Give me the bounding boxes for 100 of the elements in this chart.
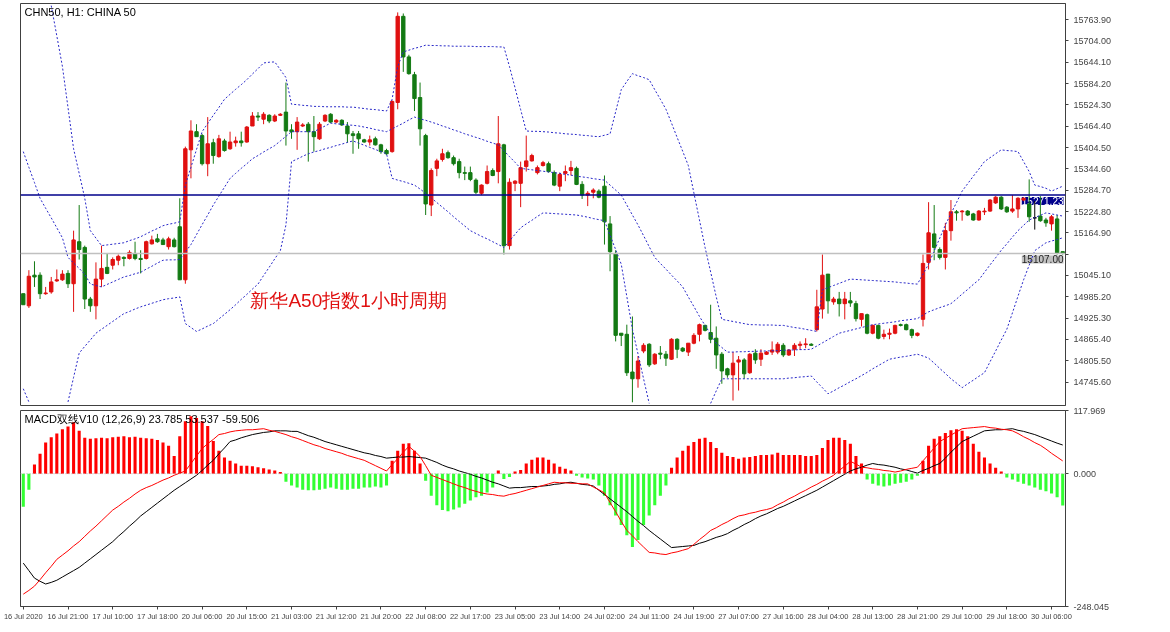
bar bbox=[502, 473, 506, 480]
bar bbox=[452, 473, 456, 510]
bar bbox=[463, 473, 467, 504]
bar bbox=[669, 467, 674, 474]
y-tick-label: 0.000 bbox=[1073, 468, 1097, 479]
candlestick bbox=[663, 350, 669, 367]
bar bbox=[770, 454, 774, 474]
bar bbox=[368, 473, 372, 488]
bar bbox=[876, 473, 880, 486]
bar bbox=[1049, 473, 1054, 494]
bar bbox=[340, 473, 344, 490]
bar bbox=[591, 473, 595, 480]
bar bbox=[826, 439, 830, 474]
bar bbox=[379, 473, 383, 488]
bar bbox=[27, 473, 31, 490]
bar bbox=[1016, 473, 1020, 482]
bar bbox=[55, 433, 59, 474]
bar bbox=[703, 437, 707, 474]
bar bbox=[507, 473, 512, 477]
y-tick-label: 15164.90 bbox=[1073, 227, 1112, 238]
y-tick-label: 15584.20 bbox=[1073, 78, 1112, 89]
candlestick bbox=[669, 337, 674, 361]
bar bbox=[709, 442, 713, 474]
bar bbox=[647, 473, 651, 516]
bar bbox=[664, 473, 668, 486]
bar bbox=[994, 467, 998, 474]
bar bbox=[127, 437, 132, 474]
bar bbox=[116, 436, 120, 474]
bar bbox=[262, 468, 266, 474]
y-tick-label: 15045.10 bbox=[1073, 270, 1112, 281]
bar bbox=[798, 454, 802, 474]
bar bbox=[94, 438, 98, 474]
bar bbox=[636, 473, 640, 541]
candlestick bbox=[736, 355, 741, 392]
candlestick bbox=[959, 209, 965, 222]
bar bbox=[642, 473, 646, 526]
bar bbox=[630, 473, 634, 548]
bar bbox=[21, 473, 25, 507]
bar bbox=[597, 473, 601, 486]
bar bbox=[133, 436, 137, 474]
candlestick bbox=[121, 255, 127, 267]
annotation: 新华A50指数1小时周期 bbox=[250, 290, 447, 312]
y-tick-label: 15284.70 bbox=[1073, 185, 1112, 196]
bar bbox=[742, 457, 746, 474]
bar bbox=[435, 473, 439, 506]
ref-line-label: 15107.00 bbox=[1021, 254, 1064, 266]
bar bbox=[418, 463, 422, 474]
bar bbox=[535, 457, 539, 474]
bar bbox=[1055, 473, 1059, 498]
bar bbox=[541, 457, 545, 474]
bar bbox=[273, 470, 277, 474]
bar bbox=[720, 452, 724, 474]
bar bbox=[345, 473, 349, 490]
bar bbox=[832, 437, 836, 474]
bar bbox=[714, 447, 718, 474]
bar bbox=[910, 473, 914, 480]
bar bbox=[1044, 473, 1048, 492]
bar bbox=[357, 473, 361, 489]
candlestick bbox=[837, 291, 842, 317]
bar bbox=[558, 466, 562, 474]
bar bbox=[692, 442, 696, 474]
bar bbox=[887, 473, 892, 486]
candlestick bbox=[730, 351, 736, 402]
bar bbox=[1061, 473, 1065, 506]
bar bbox=[228, 460, 232, 474]
bar bbox=[384, 473, 389, 486]
bar bbox=[563, 468, 567, 474]
bar bbox=[899, 473, 903, 483]
bar bbox=[954, 429, 959, 474]
bar bbox=[167, 445, 171, 474]
bar bbox=[519, 469, 523, 474]
bar bbox=[815, 454, 819, 474]
y-tick-label: 15524.30 bbox=[1073, 99, 1112, 110]
bar bbox=[530, 459, 534, 474]
y-tick-label: 15644.10 bbox=[1073, 57, 1112, 68]
bar bbox=[49, 437, 53, 474]
candlestick bbox=[842, 291, 847, 320]
y-tick-label: 14865.40 bbox=[1073, 334, 1112, 345]
bar bbox=[731, 457, 735, 474]
candlestick bbox=[647, 342, 652, 368]
bar bbox=[105, 438, 109, 474]
bar bbox=[658, 473, 662, 496]
candlestick bbox=[255, 111, 261, 122]
candlestick bbox=[306, 121, 311, 163]
bar bbox=[804, 456, 808, 474]
bar bbox=[295, 473, 299, 488]
bar bbox=[697, 438, 702, 474]
bar bbox=[250, 466, 254, 474]
candlestick bbox=[932, 204, 937, 261]
bar bbox=[1027, 473, 1031, 486]
bar bbox=[809, 456, 813, 474]
bar bbox=[971, 443, 975, 474]
bar bbox=[843, 439, 847, 474]
bar bbox=[977, 451, 981, 474]
bar bbox=[429, 473, 433, 496]
bar bbox=[675, 457, 679, 474]
bar bbox=[1038, 473, 1042, 490]
bar bbox=[144, 438, 148, 474]
bar bbox=[239, 465, 243, 474]
bar bbox=[966, 436, 970, 474]
